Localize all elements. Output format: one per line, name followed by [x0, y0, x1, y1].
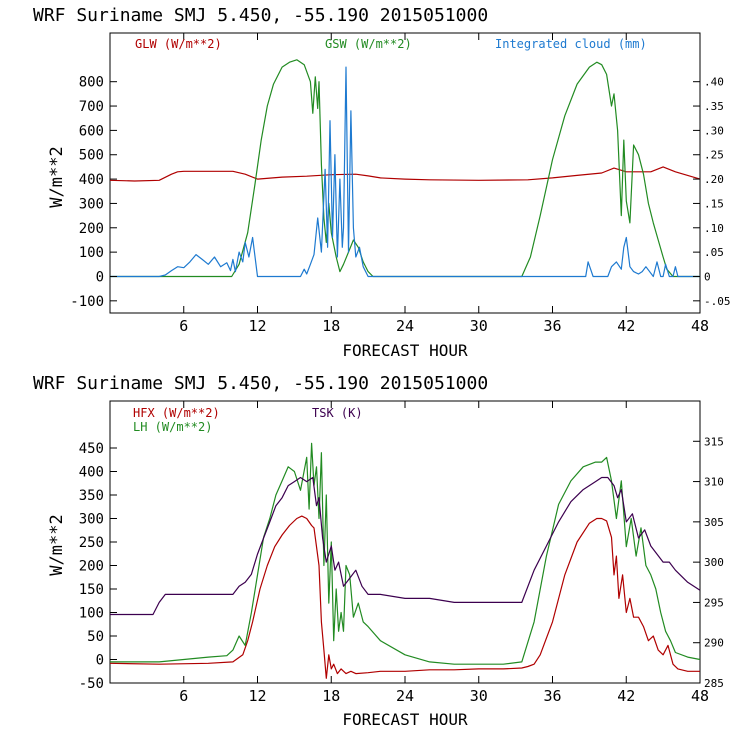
top-y2-tick-label: -.05 [704, 295, 731, 308]
bottom-x-axis-label: FORECAST HOUR [342, 710, 468, 729]
top-y2-tick-label: .10 [704, 222, 724, 235]
bottom-y2-tick-label: 305 [704, 516, 724, 529]
top-panel: WRF Suriname SMJ 5.450, -55.190 20150510… [33, 5, 731, 360]
top-x-tick-label: 30 [470, 317, 488, 335]
top-x-tick-label: 18 [322, 317, 340, 335]
bottom-x-tick-label: 12 [248, 687, 266, 705]
bottom-y-tick-label: 300 [79, 512, 104, 528]
top-x-tick-label: 48 [691, 317, 709, 335]
top-y-tick-label: 800 [79, 75, 104, 91]
bottom-series-line-2 [110, 476, 701, 616]
top-y2-tick-label: .05 [704, 246, 724, 259]
bottom-y-tick-label: 250 [79, 535, 104, 551]
bottom-y-tick-label: 400 [79, 465, 104, 481]
bottom-panel: WRF Suriname SMJ 5.450, -55.190 20150510… [33, 373, 724, 729]
bottom-y-axis-label: W/m**2 [47, 514, 67, 575]
top-y-tick-label: 100 [79, 245, 104, 261]
top-legend-gsw: GSW (W/m**2) [325, 37, 412, 51]
bottom-legend-hfx: HFX (W/m**2) [133, 406, 220, 420]
top-series-line-0 [109, 166, 701, 182]
bottom-y-tick-label: 450 [79, 441, 104, 457]
bottom-series-line-1 [110, 442, 701, 665]
bottom-y2-tick-label: 295 [704, 596, 724, 609]
top-x-tick-label: 36 [543, 317, 561, 335]
bottom-chart-title: WRF Suriname SMJ 5.450, -55.190 20150510… [33, 373, 488, 394]
top-y-tick-label: 300 [79, 196, 104, 212]
bottom-y2-tick-label: 300 [704, 556, 724, 569]
bottom-x-tick-label: 24 [396, 687, 414, 705]
bottom-y2-tick-label: 315 [704, 435, 724, 448]
top-legend-glw: GLW (W/m**2) [135, 37, 222, 51]
bottom-legend-lh: LH (W/m**2) [133, 420, 212, 434]
bottom-x-tick-label: 6 [179, 687, 188, 705]
bottom-series-line-0 [109, 515, 700, 679]
top-y-axis-label: W/m**2 [47, 146, 67, 207]
top-x-tick-label: 24 [396, 317, 414, 335]
bottom-y2-tick-label: 290 [704, 637, 724, 650]
top-y2-tick-label: .25 [704, 149, 724, 162]
top-series-line-1 [110, 59, 700, 278]
bottom-y-tick-label: 350 [79, 488, 104, 504]
top-x-axis-label: FORECAST HOUR [342, 341, 468, 360]
top-y2-tick-label: .35 [704, 100, 724, 113]
top-x-tick-label: 6 [179, 317, 188, 335]
bottom-y-tick-label: 0 [96, 653, 104, 669]
top-y2-tick-label: .30 [704, 124, 724, 137]
top-x-tick-label: 42 [617, 317, 635, 335]
top-x-tick-label: 12 [248, 317, 266, 335]
top-y2-tick-label: .15 [704, 197, 724, 210]
top-y-tick-label: 700 [79, 99, 104, 115]
bottom-x-tick-label: 36 [543, 687, 561, 705]
top-y-tick-label: 200 [79, 221, 104, 237]
top-plot-frame [109, 32, 701, 314]
bottom-series-layer [109, 442, 701, 679]
top-y2-tick-label: .40 [704, 76, 724, 89]
bottom-legend-tsk: TSK (K) [312, 406, 363, 420]
top-series-layer [109, 59, 701, 278]
bottom-y-tick-label: 200 [79, 559, 104, 575]
bottom-y-tick-label: -50 [79, 676, 104, 692]
top-y2-tick-label: 0 [704, 270, 711, 283]
top-y2-tick-label: .20 [704, 173, 724, 186]
top-y-tick-label: 600 [79, 123, 104, 139]
bottom-y2-tick-label: 285 [704, 677, 724, 690]
bottom-y-tick-label: 150 [79, 582, 104, 598]
bottom-y-tick-label: 100 [79, 606, 104, 622]
top-y-tick-label: 500 [79, 148, 104, 164]
bottom-x-tick-label: 42 [617, 687, 635, 705]
bottom-x-tick-label: 30 [470, 687, 488, 705]
top-series-line-2 [110, 66, 700, 278]
top-y-tick-label: 400 [79, 172, 104, 188]
bottom-plot-area [109, 400, 701, 684]
bottom-y2-tick-label: 310 [704, 476, 724, 489]
top-plot-area [109, 32, 701, 314]
top-legend-cloud: Integrated cloud (mm) [495, 37, 647, 51]
bottom-axis-ticks: 6 12 18 24 30 36 42 48 -50 0 50 100 150 200 250 300 350 4… [79, 401, 724, 705]
top-y-tick-label: 0 [96, 269, 104, 285]
top-axis-ticks: 6 12 18 24 30 36 42 48 -100 0 100 200 300 400 500 600 70… [70, 33, 731, 335]
top-y-tick-label: -100 [70, 294, 104, 310]
bottom-x-tick-label: 18 [322, 687, 340, 705]
bottom-y-tick-label: 50 [87, 629, 104, 645]
top-chart-title: WRF Suriname SMJ 5.450, -55.190 20150510… [33, 5, 488, 26]
bottom-x-tick-label: 48 [691, 687, 709, 705]
